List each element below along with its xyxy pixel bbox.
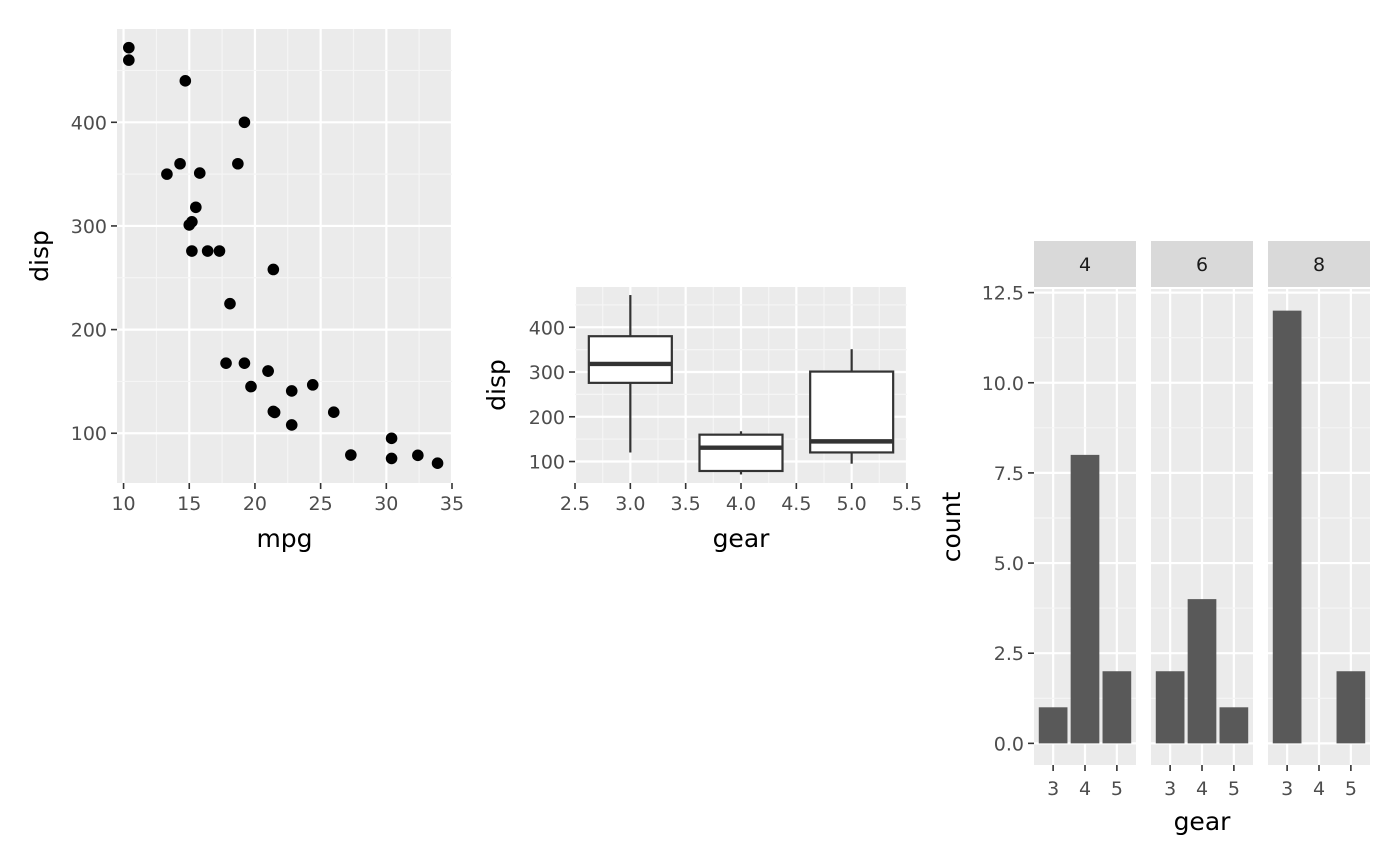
x-tick-label: 5 — [1228, 778, 1240, 800]
x-tick-label: 4 — [1196, 778, 1208, 800]
scatter-point — [123, 41, 135, 54]
faceted-bar-panel: 43 4 563 4 583 4 50.02.55.07.510.012.5gearcoun… — [937, 241, 1370, 836]
y-axis-title: disp — [482, 359, 511, 411]
y-tick-label: 100 — [529, 452, 565, 474]
x-tick-label: 4.0 — [726, 493, 756, 515]
scatter-panel: 100 200 300 400 10 15 20 25 30 35 mpg disp — [25, 29, 464, 553]
x-tick-label: 25 — [309, 493, 333, 515]
x-tick-label: 3 — [1164, 778, 1176, 800]
scatter-point — [267, 263, 280, 276]
y-tick-label: 5.0 — [994, 553, 1024, 575]
y-tick-label: 400 — [71, 112, 107, 134]
facet-8: 8 3 4 5 — [1268, 241, 1370, 800]
scatter-point — [179, 75, 192, 87]
y-tick-label: 200 — [529, 407, 565, 429]
scatter-point — [412, 449, 424, 462]
y-tick-label: 10.0 — [982, 373, 1024, 395]
bar — [1155, 671, 1185, 744]
x-tick-label: 20 — [243, 493, 267, 515]
scatter-point — [306, 379, 319, 391]
facet-strip-label: 4 — [1079, 254, 1091, 276]
scatter-point — [385, 452, 398, 465]
scatter-point — [193, 167, 206, 179]
box-body — [587, 335, 673, 384]
y-tick-label: 7.5 — [994, 463, 1024, 485]
facet-4: 43 4 5 — [1034, 241, 1136, 800]
y-tick-label: 100 — [71, 423, 107, 445]
y-axis-title: count — [937, 492, 966, 563]
scatter-point — [224, 297, 236, 310]
x-axis-title: gear — [713, 524, 771, 553]
y-tick-label: 12.5 — [982, 283, 1024, 305]
y-tick-label: 400 — [529, 317, 565, 339]
x-tick-label: 30 — [374, 493, 398, 515]
facet-strip — [1151, 241, 1253, 287]
x-tick-label: 4 — [1079, 778, 1091, 800]
scatter-point — [285, 419, 298, 431]
box-body — [809, 370, 895, 454]
scatter-point — [262, 365, 274, 377]
scatter-point — [201, 245, 214, 257]
x-tick-label: 2.5 — [560, 493, 590, 515]
scatter-point — [327, 406, 340, 419]
facet-strip — [1268, 241, 1370, 287]
scatter-point — [213, 245, 226, 257]
bar — [1187, 599, 1217, 744]
x-tick-label: 4 — [1313, 778, 1325, 800]
box-body — [698, 433, 784, 473]
scatter-point — [183, 219, 196, 231]
bar — [1038, 707, 1068, 744]
x-tick-label: 10 — [111, 493, 135, 515]
scatter-point — [267, 405, 280, 418]
scatter-point — [285, 385, 298, 397]
x-tick-label: 5.5 — [892, 493, 922, 515]
scatter-point — [220, 357, 232, 369]
scatter-point — [123, 54, 135, 66]
boxplot-panel: 100 200 300 400 2.5 3.0 3.5 4.0 4.5 5.0 5.5 gear dis… — [482, 287, 922, 553]
scatter-point — [345, 449, 357, 461]
panel-background — [117, 29, 452, 483]
bar — [1102, 671, 1132, 744]
x-tick-label: 4.5 — [781, 493, 811, 515]
bar — [1070, 454, 1100, 744]
x-tick-label: 3.0 — [615, 493, 645, 515]
x-axis-title: mpg — [256, 524, 312, 553]
facet-strip-label: 6 — [1196, 254, 1208, 276]
scatter-point — [190, 201, 202, 214]
x-tick-label: 5.0 — [837, 493, 867, 515]
bar — [1272, 310, 1302, 744]
box-group — [809, 349, 895, 464]
y-tick-label: 0.0 — [994, 733, 1024, 755]
box-group — [698, 431, 784, 475]
y-tick-label: 300 — [529, 362, 565, 384]
bar — [1219, 707, 1249, 744]
facet-strip-label: 8 — [1313, 254, 1325, 276]
y-tick-label: 200 — [71, 320, 107, 342]
scatter-point — [245, 380, 257, 393]
scatter-point — [238, 116, 251, 129]
scatter-point — [431, 457, 444, 470]
x-tick-label: 5 — [1345, 778, 1357, 800]
x-tick-label: 5 — [1111, 778, 1123, 800]
bar — [1336, 671, 1366, 744]
y-tick-label: 2.5 — [994, 643, 1024, 665]
y-tick-label: 300 — [71, 216, 107, 238]
scatter-point — [232, 157, 244, 170]
scatter-point — [174, 157, 186, 170]
facet-6: 6 3 4 5 — [1151, 241, 1253, 800]
scatter-point — [238, 357, 251, 369]
x-tick-label: 3.5 — [671, 493, 701, 515]
x-tick-label: 15 — [177, 493, 201, 515]
scatter-point — [186, 245, 198, 257]
facet-strip — [1034, 241, 1136, 287]
x-tick-label: 3 — [1047, 778, 1059, 800]
x-tick-label: 35 — [440, 493, 464, 515]
y-axis-title: disp — [25, 230, 54, 282]
x-axis-title: gear — [1174, 807, 1232, 836]
x-tick-label: 3 — [1281, 778, 1293, 800]
scatter-point — [385, 432, 398, 445]
box-group — [587, 295, 673, 453]
scatter-point — [161, 168, 173, 180]
